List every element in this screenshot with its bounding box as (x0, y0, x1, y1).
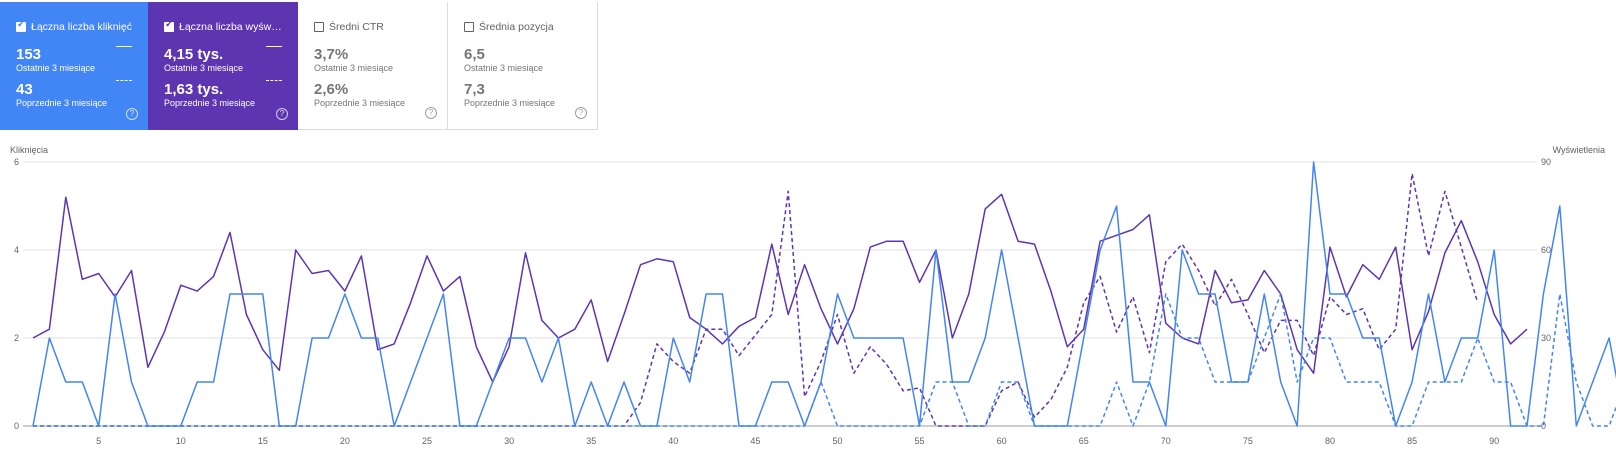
x-tick-label: 35 (586, 436, 596, 446)
solid-line-legend-icon (116, 46, 132, 47)
metric-value-previous: 7,3 (464, 81, 485, 98)
metric-period-current: Ostatnie 3 miesiące (164, 63, 244, 73)
x-tick-label: 10 (176, 436, 186, 446)
y-tick-label-right: 60 (1541, 245, 1551, 255)
x-tick-label: 20 (340, 436, 350, 446)
y-tick-label-left: 6 (14, 157, 19, 167)
metric-period-previous: Poprzednie 3 miesiące (164, 98, 256, 108)
y-tick-label-left: 4 (14, 245, 19, 255)
metric-value-current: 3,7% (314, 46, 349, 63)
help-icon[interactable]: ? (276, 108, 288, 120)
x-tick-label: 80 (1325, 436, 1335, 446)
x-tick-label: 15 (258, 436, 268, 446)
x-tick-label: 75 (1243, 436, 1253, 446)
x-tick-label: 50 (832, 436, 842, 446)
checkbox-unchecked-icon[interactable] (464, 22, 474, 32)
x-tick-label: 70 (1161, 436, 1171, 446)
x-tick-label: 40 (668, 436, 678, 446)
metric-label: Średnia pozycja (479, 21, 554, 33)
metric-value-current: 4,15 tys. (164, 46, 224, 63)
metric-value-previous: 43 (16, 81, 33, 98)
metric-period-current: Ostatnie 3 miesiące (314, 63, 394, 73)
metric-card-header: ✓ Łączna liczba wyświ... (164, 19, 282, 34)
metric-card-clicks[interactable]: ✓ Łączna liczba kliknięć 153 Ostatnie 3 … (0, 2, 148, 130)
y-axis-title-left: Kliknięcia (10, 145, 48, 155)
metric-cards: ✓ Łączna liczba kliknięć 153 Ostatnie 3 … (0, 2, 598, 130)
checkbox-checked-icon[interactable]: ✓ (16, 19, 26, 32)
metric-value-previous: 2,6% (314, 81, 349, 98)
x-tick-label: 90 (1489, 436, 1499, 446)
metric-period-current: Ostatnie 3 miesiące (464, 63, 544, 73)
y-tick-label-right: 90 (1541, 157, 1551, 167)
x-tick-label: 60 (997, 436, 1007, 446)
checkbox-unchecked-icon[interactable] (314, 22, 324, 32)
solid-line-legend-icon (266, 46, 282, 47)
y-axis-title-right: Wyświetlenia (1553, 145, 1605, 155)
metric-value-current: 6,5 (464, 46, 485, 63)
dashed-line-legend-icon (116, 80, 132, 81)
y-tick-label-left: 2 (14, 333, 19, 343)
x-tick-label: 25 (422, 436, 432, 446)
metric-period-current: Ostatnie 3 miesiące (16, 63, 96, 73)
metric-card-header: ✓ Łączna liczba kliknięć (16, 19, 132, 34)
x-tick-label: 30 (504, 436, 514, 446)
y-tick-label-right: 0 (1541, 421, 1546, 431)
metric-card-impressions[interactable]: ✓ Łączna liczba wyświ... 4,15 tys. Ostat… (148, 2, 298, 130)
x-tick-label: 55 (915, 436, 925, 446)
impressions-current-series-line (32, 193, 1528, 383)
metric-period-previous: Poprzednie 3 miesiące (16, 98, 108, 108)
metric-period-previous: Poprzednie 3 miesiące (464, 98, 556, 108)
checkbox-checked-icon[interactable]: ✓ (164, 19, 174, 32)
y-tick-label-right: 30 (1541, 333, 1551, 343)
help-icon[interactable]: ? (425, 107, 437, 119)
help-icon[interactable]: ? (126, 108, 138, 120)
metric-label: Łączna liczba wyświ... (179, 21, 282, 33)
metric-value-previous: 1,63 tys. (164, 81, 224, 98)
x-tick-label: 65 (1079, 436, 1089, 446)
help-icon[interactable]: ? (575, 107, 587, 119)
y-tick-label-left: 0 (14, 421, 19, 431)
metric-period-previous: Poprzednie 3 miesiące (314, 98, 406, 108)
x-tick-label: 85 (1407, 436, 1417, 446)
metric-label: Średni CTR (329, 21, 384, 33)
metric-card-position[interactable]: Średnia pozycja 6,5 Ostatnie 3 miesiące … (448, 2, 598, 130)
metric-card-ctr[interactable]: Średni CTR 3,7% Ostatnie 3 miesiące 2,6%… (298, 2, 448, 130)
clicks-previous-series-line (33, 293, 1616, 427)
dashed-line-legend-icon (266, 80, 282, 81)
metric-card-header: Średni CTR (314, 20, 431, 34)
clicks-current-series-line (32, 161, 1616, 427)
metric-label: Łączna liczba kliknięć (31, 21, 132, 33)
impressions-previous-series-line (33, 172, 1479, 427)
metric-card-header: Średnia pozycja (464, 20, 581, 34)
x-tick-label: 45 (750, 436, 760, 446)
metric-value-current: 153 (16, 46, 42, 63)
x-tick-label: 5 (96, 436, 101, 446)
